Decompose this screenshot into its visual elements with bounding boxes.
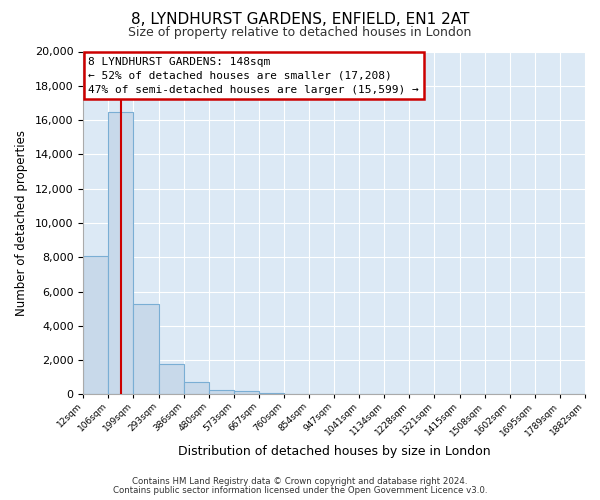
Text: Contains HM Land Registry data © Crown copyright and database right 2024.: Contains HM Land Registry data © Crown c… <box>132 477 468 486</box>
Text: Contains public sector information licensed under the Open Government Licence v3: Contains public sector information licen… <box>113 486 487 495</box>
Bar <box>234 391 259 394</box>
Text: 8, LYNDHURST GARDENS, ENFIELD, EN1 2AT: 8, LYNDHURST GARDENS, ENFIELD, EN1 2AT <box>131 12 469 28</box>
Bar <box>83 256 109 394</box>
Bar <box>259 392 284 394</box>
Text: 8 LYNDHURST GARDENS: 148sqm
← 52% of detached houses are smaller (17,208)
47% of: 8 LYNDHURST GARDENS: 148sqm ← 52% of det… <box>88 56 419 94</box>
X-axis label: Distribution of detached houses by size in London: Distribution of detached houses by size … <box>178 444 490 458</box>
Text: Size of property relative to detached houses in London: Size of property relative to detached ho… <box>128 26 472 39</box>
Bar <box>184 382 209 394</box>
Y-axis label: Number of detached properties: Number of detached properties <box>15 130 28 316</box>
Bar <box>209 390 234 394</box>
Bar <box>133 304 158 394</box>
Bar <box>109 112 133 395</box>
Bar <box>158 364 184 394</box>
